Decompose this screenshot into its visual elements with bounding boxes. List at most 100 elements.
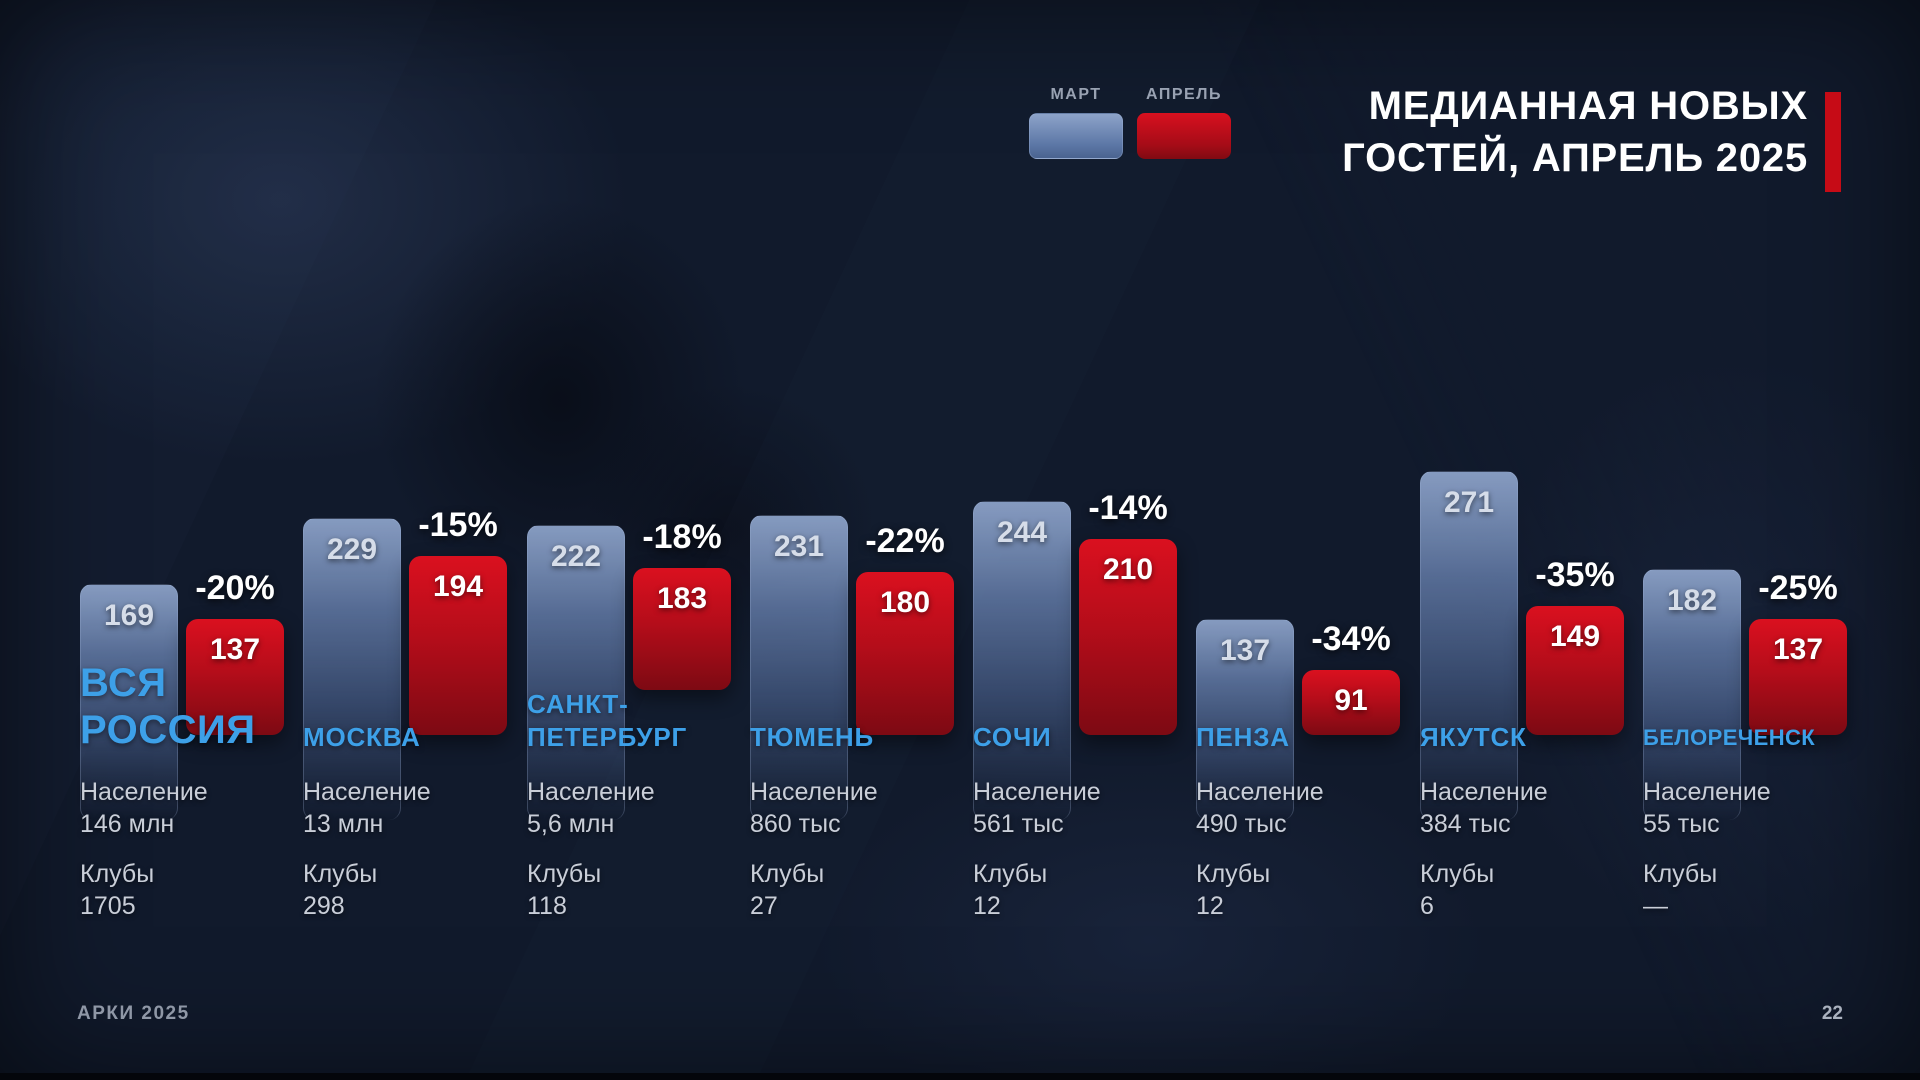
city-group: 229 194 -15% МОСКВА Население 13 млн Клу…: [303, 0, 518, 1080]
population-value: 146 млн: [80, 810, 175, 838]
city-group: 271 149 -35% ЯКУТСК Население 384 тыс Кл…: [1420, 0, 1635, 1080]
march-value: 222: [550, 540, 602, 573]
population-value: 490 тыс: [1196, 810, 1287, 838]
change-label: -35%: [1535, 556, 1615, 594]
page-title-line-1: МЕДИАННАЯ НОВЫХ: [1368, 84, 1808, 128]
city-info: Население 146 млн Клубы 1705: [80, 776, 295, 922]
population-value: 384 тыс: [1420, 810, 1511, 838]
march-value: 244: [996, 516, 1048, 549]
city-label: ТЮМЕНЬ: [750, 722, 874, 752]
change-label: -34%: [1311, 620, 1391, 658]
march-bar: 231: [750, 515, 848, 820]
city-info: Население 561 тыс Клубы 12: [973, 776, 1188, 922]
april-value: 137: [209, 633, 261, 666]
change-label: -18%: [642, 518, 722, 556]
april-value: 180: [879, 586, 931, 619]
april-bar: 183: [633, 568, 731, 690]
march-swatch: [1029, 113, 1123, 159]
page-number: 22: [1821, 1003, 1843, 1024]
city-group: 231 180 -22% ТЮМЕНЬ Население 860 тыс Кл…: [750, 0, 965, 1080]
april-value: 91: [1334, 684, 1368, 717]
change-label: -25%: [1758, 569, 1838, 607]
change-label: -22%: [865, 522, 945, 560]
footer-brand: АРКИ 2025: [77, 1003, 190, 1024]
population-label: Население: [303, 778, 431, 806]
city-group: 244 210 -14% СОЧИ Население 561 тыс Клуб…: [973, 0, 1188, 1080]
population-label: Население: [1643, 778, 1771, 806]
city-group: 137 91 -34% ПЕНЗА Население 490 тыс Клуб…: [1196, 0, 1411, 1080]
march-bar: 229: [303, 518, 401, 820]
march-value: 137: [1219, 634, 1271, 667]
clubs-label: Клубы: [750, 860, 825, 888]
march-value: 231: [773, 530, 825, 563]
page-title-line-2: ГОСТЕЙ, АПРЕЛЬ 2025: [1342, 136, 1808, 180]
april-value: 137: [1772, 633, 1824, 666]
legend-item-march: МАРТ: [1029, 86, 1123, 159]
title-accent-bar: [1825, 92, 1841, 192]
april-bar: 194: [409, 556, 507, 735]
april-value: 210: [1102, 553, 1154, 586]
clubs-label: Клубы: [1420, 860, 1495, 888]
clubs-label: Клубы: [303, 860, 378, 888]
march-value: 271: [1443, 486, 1495, 519]
clubs-value: 118: [527, 892, 567, 920]
march-bar: 169: [80, 584, 178, 820]
clubs-label: Клубы: [80, 860, 155, 888]
march-value: 229: [326, 533, 378, 566]
april-swatch: [1137, 113, 1231, 159]
april-value: 183: [656, 582, 708, 615]
city-info: Население 490 тыс Клубы 12: [1196, 776, 1411, 922]
population-value: 561 тыс: [973, 810, 1064, 838]
legend-label-april: АПРЕЛЬ: [1146, 86, 1222, 103]
clubs-label: Клубы: [973, 860, 1048, 888]
clubs-value: 6: [1420, 892, 1434, 920]
change-label: -15%: [418, 506, 498, 544]
population-label: Население: [527, 778, 655, 806]
city-group: 169 137 -20% ВСЯ РОССИЯ Население 146 мл…: [80, 0, 295, 1080]
clubs-value: 12: [1196, 892, 1224, 920]
change-label: -14%: [1088, 489, 1168, 527]
population-value: 5,6 млн: [527, 810, 615, 838]
clubs-label: Клубы: [1196, 860, 1271, 888]
legend-label-march: МАРТ: [1050, 86, 1102, 103]
city-label: БЕЛОРЕЧЕНСК: [1643, 725, 1816, 750]
clubs-value: —: [1643, 892, 1668, 920]
legend: МАРТ АПРЕЛЬ: [1029, 86, 1231, 159]
march-bar: 182: [1643, 569, 1741, 820]
march-value: 169: [103, 599, 155, 632]
clubs-value: 298: [303, 892, 345, 920]
city-group: 182 137 -25% БЕЛОРЕЧЕНСК Население 55 ты…: [1643, 0, 1858, 1080]
population-label: Население: [1196, 778, 1324, 806]
city-label: СОЧИ: [973, 722, 1052, 752]
population-label: Население: [1420, 778, 1548, 806]
march-bar: 222: [527, 525, 625, 820]
change-label: -20%: [195, 569, 275, 607]
population-value: 13 млн: [303, 810, 384, 838]
april-bar: 137: [1749, 619, 1847, 735]
city-info: Население 13 млн Клубы 298: [303, 776, 518, 922]
page-title: МЕДИАННАЯ НОВЫХ ГОСТЕЙ, АПРЕЛЬ 2025: [1342, 80, 1808, 184]
april-bar: 149: [1526, 606, 1624, 735]
population-label: Население: [750, 778, 878, 806]
city-info: Население 5,6 млн Клубы 118: [527, 776, 742, 922]
march-bar: 271: [1420, 471, 1518, 820]
march-bar: 244: [973, 501, 1071, 820]
city-info: Население 55 тыс Клубы —: [1643, 776, 1858, 922]
city-label: ПЕНЗА: [1196, 722, 1290, 752]
city-label: МОСКВА: [303, 722, 421, 752]
clubs-value: 1705: [80, 892, 136, 920]
city-group: 222 183 -18% САНКТ-ПЕТЕРБУРГ Население 5…: [527, 0, 742, 1080]
clubs-value: 27: [750, 892, 778, 920]
population-value: 55 тыс: [1643, 810, 1720, 838]
march-value: 182: [1666, 584, 1718, 617]
city-label: САНКТ-ПЕТЕРБУРГ: [527, 689, 688, 752]
april-value: 149: [1549, 620, 1601, 653]
april-bar: 210: [1079, 539, 1177, 735]
april-value: 194: [432, 570, 484, 603]
population-label: Население: [80, 778, 208, 806]
population-value: 860 тыс: [750, 810, 841, 838]
city-info: Население 860 тыс Клубы 27: [750, 776, 965, 922]
population-label: Население: [973, 778, 1101, 806]
april-bar: 137: [186, 619, 284, 735]
